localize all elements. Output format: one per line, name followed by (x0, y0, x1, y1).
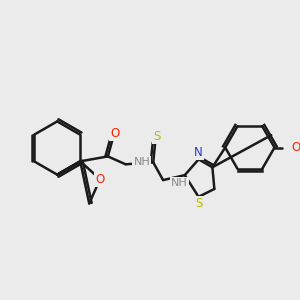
Text: O: O (110, 127, 119, 140)
Text: O: O (292, 141, 300, 154)
Text: N: N (194, 146, 203, 159)
Text: S: S (195, 197, 202, 210)
Text: NH: NH (134, 157, 150, 167)
Text: O: O (95, 173, 105, 186)
Text: NH: NH (171, 178, 188, 188)
Text: S: S (154, 130, 161, 143)
